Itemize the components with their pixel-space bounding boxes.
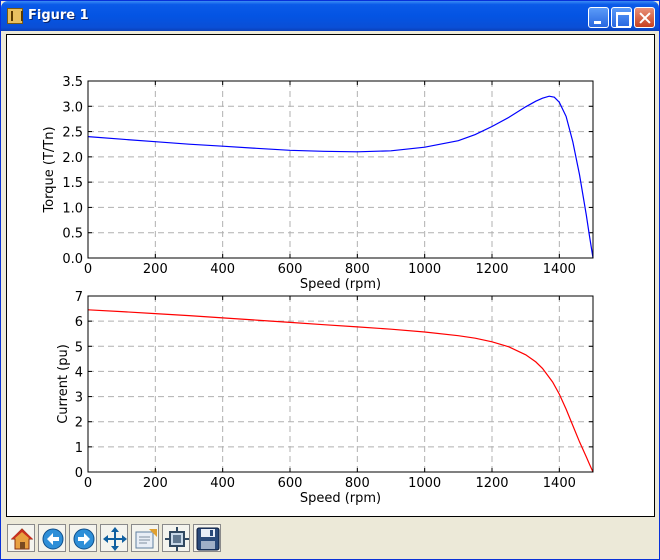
x-tick-label: 800 bbox=[345, 476, 370, 491]
y-tick-label: 0.0 bbox=[62, 252, 83, 267]
minimize-button[interactable] bbox=[588, 7, 609, 28]
subplots-button[interactable] bbox=[162, 524, 190, 552]
y-tick-label: 1 bbox=[75, 441, 83, 456]
subplots-icon bbox=[165, 527, 189, 551]
zoom-button[interactable] bbox=[131, 524, 159, 552]
forward-button[interactable] bbox=[69, 524, 97, 552]
zoom-icon bbox=[135, 529, 157, 549]
maximize-button[interactable] bbox=[611, 7, 632, 28]
x-tick-label: 1200 bbox=[475, 262, 508, 277]
x-tick-label: 0 bbox=[84, 262, 92, 277]
x-tick-label: 1200 bbox=[475, 476, 508, 491]
x-tick-label: 400 bbox=[210, 262, 235, 277]
y-tick-label: 3.0 bbox=[62, 100, 83, 115]
series-line-1-0 bbox=[87, 309, 594, 473]
y-tick-label: 1.5 bbox=[62, 176, 83, 191]
x-tick-label: 600 bbox=[278, 262, 303, 277]
y-tick-label: 2.5 bbox=[62, 126, 83, 141]
axes-background-0 bbox=[88, 81, 593, 258]
series-line-0-0 bbox=[87, 95, 594, 259]
x-axis-label: Speed (rpm) bbox=[300, 277, 381, 292]
x-tick-label: 1000 bbox=[408, 262, 441, 277]
y-tick-label: 0.5 bbox=[62, 227, 83, 242]
save-icon bbox=[196, 527, 220, 551]
forward-icon bbox=[73, 528, 95, 550]
y-tick-label: 1.0 bbox=[62, 201, 83, 216]
y-tick-label: 5 bbox=[75, 340, 83, 355]
y-tick-label: 3 bbox=[75, 391, 83, 406]
y-tick-label: 2 bbox=[75, 416, 83, 431]
navigation-toolbar bbox=[5, 521, 657, 557]
y-tick-label: 7 bbox=[75, 290, 83, 305]
figure-canvas[interactable]: 0 200 400 600 800 1000 1200 1400 0.0 0.5 1.0 1.5 2.0… bbox=[6, 34, 655, 517]
y-tick-label: 0 bbox=[75, 466, 83, 481]
home-button[interactable] bbox=[7, 524, 35, 552]
x-tick-label: 1000 bbox=[408, 476, 441, 491]
back-icon bbox=[42, 528, 64, 550]
title-bar[interactable]: Figure 1 bbox=[1, 1, 659, 31]
axes-frame-0 bbox=[87, 80, 594, 259]
x-axis-label: Speed (rpm) bbox=[300, 491, 381, 506]
y-axis-label: Torque (T/Tn) bbox=[42, 126, 57, 213]
app-icon bbox=[7, 8, 23, 24]
window-title: Figure 1 bbox=[28, 8, 89, 23]
y-tick-label: 3.5 bbox=[62, 75, 83, 90]
y-tick-label: 6 bbox=[75, 315, 83, 330]
x-tick-label: 0 bbox=[84, 476, 92, 491]
x-tick-label: 400 bbox=[210, 476, 235, 491]
y-tick-label: 4 bbox=[75, 365, 83, 380]
pan-button[interactable] bbox=[100, 524, 128, 552]
pan-icon bbox=[103, 527, 127, 551]
axes-frame-1 bbox=[87, 295, 594, 473]
close-button[interactable] bbox=[634, 7, 655, 28]
y-tick-label: 2.0 bbox=[62, 151, 83, 166]
x-tick-label: 200 bbox=[143, 262, 168, 277]
x-tick-label: 1400 bbox=[543, 476, 576, 491]
home-icon bbox=[10, 528, 34, 550]
x-tick-label: 1400 bbox=[543, 262, 576, 277]
axes-background-1 bbox=[88, 296, 593, 472]
y-axis-label: Current (pu) bbox=[56, 344, 71, 424]
plot-area[interactable]: 0 200 400 600 800 1000 1200 14000.00.51.01.52.0… bbox=[7, 35, 656, 518]
back-button[interactable] bbox=[38, 524, 66, 552]
x-tick-label: 200 bbox=[143, 476, 168, 491]
x-tick-label: 800 bbox=[345, 262, 370, 277]
x-tick-label: 600 bbox=[278, 476, 303, 491]
save-button[interactable] bbox=[193, 524, 221, 552]
